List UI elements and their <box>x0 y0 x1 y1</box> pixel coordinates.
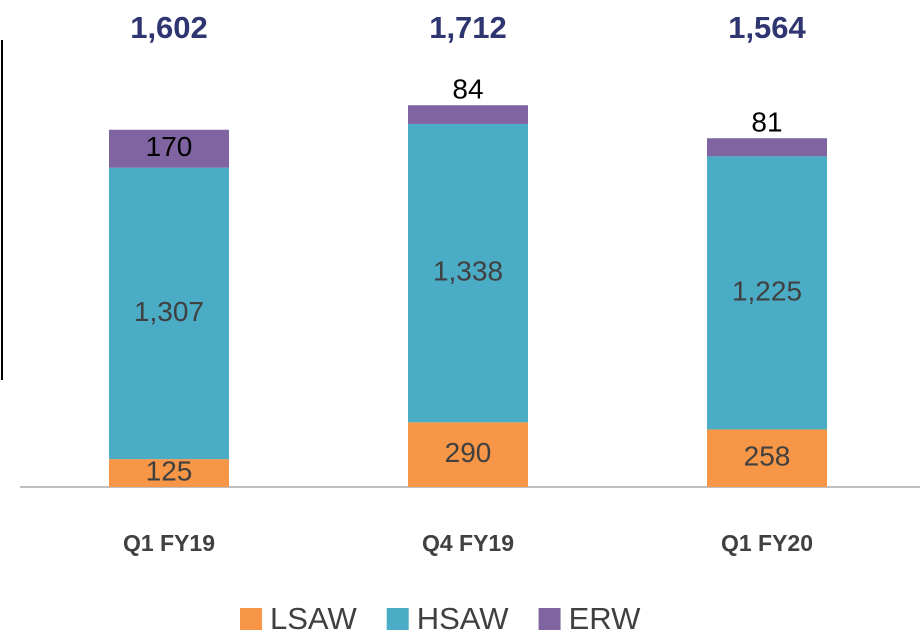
data-label: 1,225 <box>732 275 802 306</box>
data-label: 290 <box>445 437 492 468</box>
x-tick-label: Q1 FY19 <box>123 530 215 556</box>
data-label: 81 <box>751 107 782 138</box>
x-tick-label: Q4 FY19 <box>422 530 514 556</box>
bar-segment <box>707 138 827 157</box>
total-label: 1,564 <box>728 10 806 45</box>
bar-segment <box>707 156 827 430</box>
x-tick-label: Q1 FY20 <box>721 530 813 556</box>
total-label: 1,712 <box>429 10 507 45</box>
legend-swatch <box>538 608 561 630</box>
bar-segment <box>408 422 528 487</box>
data-label: 258 <box>744 441 791 472</box>
data-label: 1,338 <box>433 256 503 287</box>
bar-segment <box>408 123 528 423</box>
data-label: 84 <box>452 74 483 105</box>
bar-segment <box>109 129 229 168</box>
legend-label: HSAW <box>417 601 510 636</box>
legend-swatch <box>386 608 409 630</box>
bar-segment <box>707 429 827 487</box>
total-label: 1,602 <box>130 10 208 45</box>
bar-segment <box>109 167 229 460</box>
legend-label: LSAW <box>270 601 357 636</box>
data-label: 125 <box>146 455 193 486</box>
legend-swatch <box>240 608 262 630</box>
legend-label: ERW <box>569 601 642 636</box>
bar-segment <box>408 105 528 124</box>
data-label: 170 <box>146 131 193 162</box>
data-label: 1,307 <box>134 296 204 327</box>
bar-segment <box>109 459 229 487</box>
